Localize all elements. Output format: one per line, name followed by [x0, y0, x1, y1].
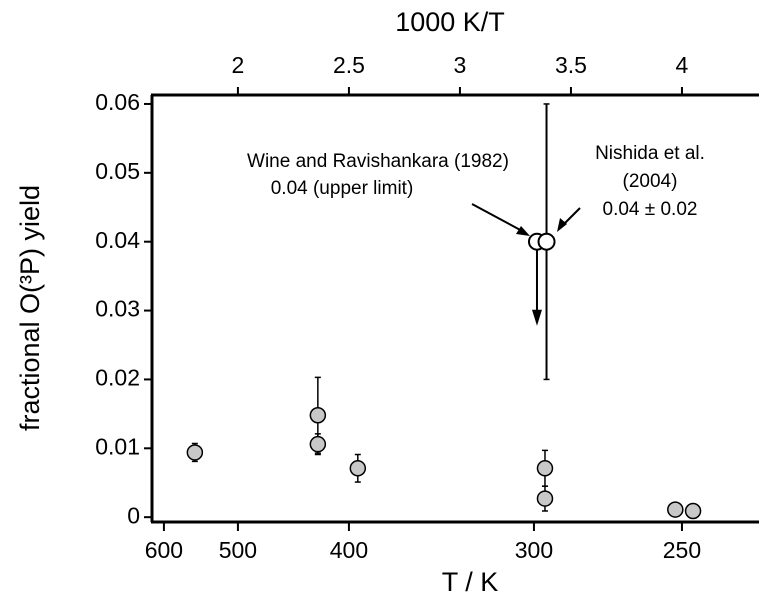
annotation-arrows [471, 203, 581, 236]
bottom-axis-label: T / K [442, 567, 499, 597]
bottom-tick-label: 600 [145, 537, 183, 563]
top-tick-label: 2.5 [333, 52, 365, 78]
point [309, 435, 327, 453]
annotation: 0.04 (upper limit) [271, 178, 414, 199]
y-tick-label: 0.04 [95, 227, 140, 253]
point [537, 232, 556, 251]
point [684, 502, 702, 520]
annotation: Nishida et al. [595, 143, 705, 164]
y-tick-label: 0.02 [95, 365, 140, 391]
annotation: Wine and Ravishankara (1982) [247, 151, 509, 172]
point [536, 460, 554, 477]
y-tick-label: 0.03 [95, 296, 140, 322]
point [309, 407, 327, 424]
point [186, 444, 204, 461]
y-tick-label: 0 [127, 502, 140, 528]
point [667, 501, 684, 518]
top-axis-label: 1000 K/T [395, 7, 505, 37]
y-tick-label: 0.06 [95, 89, 140, 115]
y-tick-label: 0.01 [95, 433, 140, 459]
bottom-tick-label: 500 [219, 537, 257, 563]
annotation: 0.04 ± 0.02 [603, 199, 698, 220]
y-tick-label: 0.05 [95, 158, 140, 184]
bottom-tick-label: 250 [663, 537, 701, 563]
upper-limit-arrowhead [531, 309, 542, 326]
bottom-tick-label: 300 [515, 537, 553, 563]
bottom-tick-label: 400 [330, 537, 368, 563]
y-axis-label: fractional O(³P) yield [15, 185, 45, 431]
point [349, 460, 367, 477]
top-tick-label: 2 [232, 52, 245, 78]
annotation: (2004) [623, 171, 678, 192]
point [536, 490, 554, 507]
top-tick-label: 3 [454, 52, 467, 78]
top-tick-label: 3.5 [555, 52, 587, 78]
top-tick-label: 4 [676, 52, 689, 78]
